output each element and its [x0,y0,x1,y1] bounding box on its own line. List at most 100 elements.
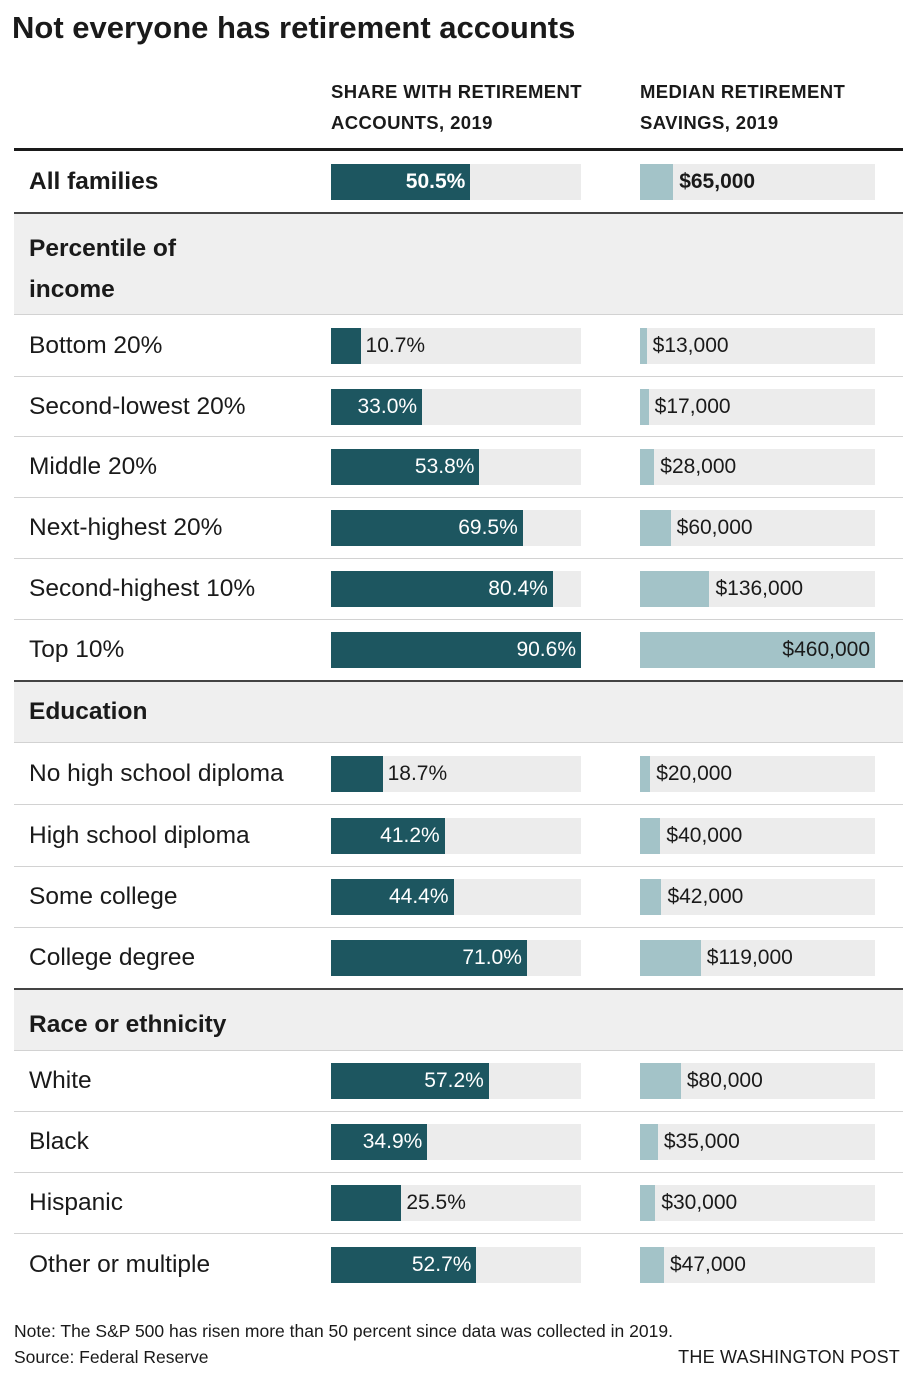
savings-bar-track [640,940,875,976]
share-value-label: 34.9% [362,1130,423,1153]
row-label: Other or multiple [29,1251,211,1278]
row-divider [14,1172,903,1173]
row-label: College degree [29,944,196,971]
row-divider [14,314,903,315]
table-row: White [14,1051,903,1111]
share-bar [331,632,581,668]
row-divider [14,1111,903,1112]
row-label: White [29,1067,92,1094]
savings-bar [640,1124,658,1160]
share-value-label: 41.2% [380,824,440,847]
savings-bar [640,1063,681,1099]
savings-bar-track [640,632,875,668]
share-bar [331,940,527,976]
table-row: Middle 20% [14,437,903,497]
savings-bar [640,632,875,668]
share-bar [331,449,480,485]
savings-bar-track [640,510,875,546]
share-bar [331,510,523,546]
share-bar-track [331,879,581,915]
share-bar-track [331,1185,581,1221]
savings-value-label: $40,000 [666,824,743,847]
savings-bar-track [640,818,875,854]
share-bar [331,1247,477,1283]
row-divider [14,866,903,867]
share-bar [331,879,454,915]
share-bar-track [331,164,581,200]
row-label: No high school diploma [29,760,284,787]
savings-bar [640,879,662,915]
row-divider [14,927,903,928]
share-bar-track [331,328,581,364]
savings-value-label: $80,000 [686,1069,763,1092]
table-row: Some college [14,867,903,927]
table-row: College degree [14,928,903,988]
chart-title: Not everyone has retirement accounts [12,10,576,45]
header-rule [14,148,903,151]
share-bar [331,1185,402,1221]
table-row: Black [14,1112,903,1172]
share-bar [331,571,553,607]
savings-bar-track [640,449,875,485]
section-header: Race or ethnicity [14,990,903,1050]
savings-bar-track [640,571,875,607]
savings-value-label: $119,000 [706,946,793,969]
share-value-label: 10.7% [365,334,426,357]
row-divider [14,1050,903,1051]
share-bar-track [331,389,581,425]
table-row: Top 10% [14,620,903,680]
section-label: Race or ethnicity [29,1011,227,1038]
row-divider [14,1233,903,1234]
share-value-label: 44.4% [388,885,449,908]
savings-bar [640,510,671,546]
share-bar-track [331,756,581,792]
table-row: Second-highest 10% [14,559,903,619]
share-bar [331,1063,489,1099]
row-divider [14,436,903,437]
savings-value-label: $13,000 [652,334,729,357]
table-row: Hispanic [14,1173,903,1233]
section-header: Percentile of income [14,214,903,314]
savings-value-label: $35,000 [663,1130,740,1153]
share-bar [331,328,361,364]
savings-bar-track [640,1063,875,1099]
share-bar-track [331,1124,581,1160]
savings-bar-track [640,328,875,364]
share-bar-track [331,449,581,485]
savings-bar [640,756,651,792]
savings-value-label: $60,000 [676,516,753,539]
share-bar [331,818,445,854]
table-row: Other or multiple [14,1234,903,1295]
section-rule [14,988,903,991]
share-bar-track [331,818,581,854]
section-label: Percentile of income [29,235,177,303]
row-divider [14,619,903,620]
share-value-label: 53.8% [414,455,475,478]
savings-bar [640,328,647,364]
savings-bar [640,164,674,200]
section-header: Education [14,682,903,742]
savings-bar [640,389,649,425]
share-bar-track [331,632,581,668]
savings-value-label: $30,000 [661,1191,738,1214]
savings-bar-track [640,879,875,915]
savings-bar-track [640,389,875,425]
row-divider [14,558,903,559]
row-label: High school diploma [29,822,250,849]
section-rule [14,680,903,683]
savings-value-label: $65,000 [679,170,756,193]
savings-value-label: $20,000 [656,762,733,785]
share-value-label: 50.5% [405,170,466,193]
share-value-label: 71.0% [462,946,522,969]
share-value-label: 90.6% [516,638,576,661]
savings-value-label: $47,000 [670,1253,746,1276]
share-value-label: 25.5% [406,1191,466,1214]
share-bar [331,756,383,792]
row-label: Middle 20% [29,453,158,480]
row-label: Second-lowest 20% [29,393,246,420]
share-value-label: 57.2% [424,1069,484,1092]
savings-value-label: $460,000 [782,638,870,661]
row-label: Bottom 20% [29,332,163,359]
share-value-label: 33.0% [357,395,418,418]
